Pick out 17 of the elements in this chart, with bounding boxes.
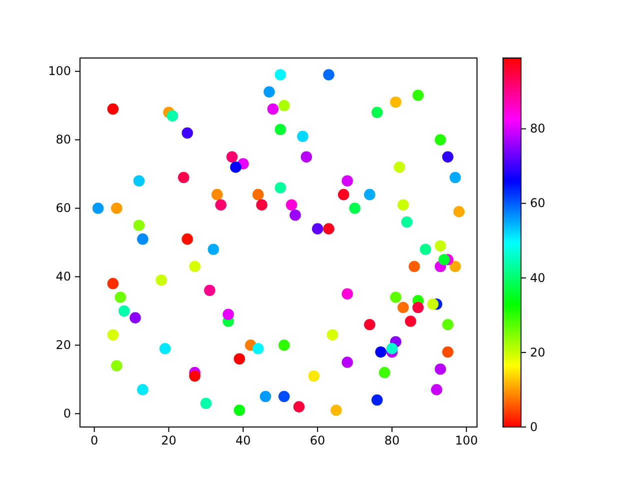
color-bar-label: 40 xyxy=(530,270,546,285)
x-tick-label: 100 xyxy=(454,434,478,448)
y-tick-label: 80 xyxy=(56,132,71,147)
x-tick-label: 80 xyxy=(384,434,400,448)
x-tick-label: 20 xyxy=(161,434,176,448)
x-tick-label: 0 xyxy=(90,434,98,448)
color-bar-label: 20 xyxy=(530,345,546,360)
y-tick-label: 60 xyxy=(56,201,71,216)
x-tick-label: 40 xyxy=(236,434,251,448)
color-bar-label: 80 xyxy=(530,122,546,136)
y-tick-label: 100 xyxy=(48,64,71,78)
y-tick-label: 40 xyxy=(56,270,71,284)
color-bar-label: 0 xyxy=(530,420,538,434)
y-tick-label: 0 xyxy=(63,406,71,420)
color-bar-label: 60 xyxy=(530,196,546,210)
y-tick-label: 20 xyxy=(56,338,71,352)
x-tick-label: 60 xyxy=(310,434,326,448)
